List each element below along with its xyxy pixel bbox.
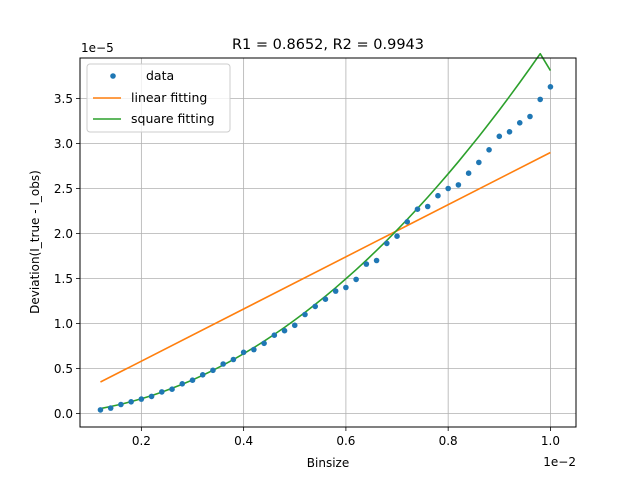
data-point: [251, 346, 257, 353]
data-point: [291, 322, 298, 329]
data-point: [332, 288, 339, 294]
y-tick-label: 2.5: [54, 182, 73, 196]
y-tick-label: 1.5: [54, 272, 73, 286]
legend-box: [86, 63, 231, 133]
data-point: [506, 129, 513, 135]
y-offset-label: 1e−5: [81, 41, 114, 55]
data-point: [281, 327, 288, 334]
grid-layer: [80, 58, 576, 427]
data-point: [179, 381, 186, 387]
tick-layer: 0.2 0.4 0.6 0.8 1.0 0.0 0.5 1.0 1.5 2.0 2.5 3.0 3.5: [54, 92, 560, 448]
data-point: [312, 303, 319, 310]
data-point: [384, 240, 390, 247]
data-point: [97, 407, 104, 413]
data-point: [455, 182, 462, 188]
data-point: [271, 332, 278, 339]
data-point: [465, 170, 472, 176]
data-point: [527, 113, 533, 120]
legend-marker-data: [110, 73, 116, 79]
data-point: [516, 120, 523, 126]
data-point: [343, 284, 349, 291]
data-point: [322, 296, 329, 303]
data-point: [353, 276, 359, 283]
data-point: [159, 389, 165, 395]
y-tick-label: 3.0: [54, 137, 73, 151]
data-point: [445, 185, 451, 192]
y-axis-title: Deviation(I_true - I_obs): [28, 170, 42, 314]
legend: data linear fitting square fitting: [86, 63, 231, 133]
data-point: [107, 405, 114, 411]
data-point: [189, 377, 196, 384]
y-tick-label: 0.5: [54, 362, 73, 376]
data-point: [537, 96, 544, 103]
data-point: [261, 340, 267, 347]
y-tick-label: 1.0: [54, 317, 73, 331]
data-point: [496, 133, 503, 140]
data-point: [240, 349, 247, 356]
y-tick-label: 2.0: [54, 227, 73, 241]
data-point: [220, 361, 226, 367]
series-line-linear-fitting: [100, 151, 551, 383]
data-point: [363, 261, 370, 267]
data-point: [486, 147, 492, 153]
data-point: [169, 386, 175, 393]
data-point: [547, 84, 554, 90]
plot-frame: [79, 57, 577, 428]
data-point: [414, 206, 421, 212]
series-line-square-fitting: [100, 52, 552, 410]
data-point: [230, 356, 237, 363]
data-point: [476, 159, 482, 166]
x-tick-label: 0.2: [132, 434, 151, 448]
data-point: [128, 399, 134, 405]
y-tick-label: 3.5: [54, 92, 73, 106]
data-point: [373, 257, 380, 264]
data-point: [118, 401, 124, 408]
x-tick-label: 1.0: [541, 434, 560, 448]
x-tick-label: 0.8: [439, 434, 458, 448]
x-tick-label: 0.4: [234, 434, 253, 448]
data-point: [210, 367, 216, 374]
y-tick-label: 0.0: [54, 407, 73, 421]
data-point: [394, 233, 400, 239]
x-tick-label: 0.6: [336, 434, 355, 448]
data-point: [148, 393, 155, 400]
data-point: [435, 192, 441, 199]
data-point: [404, 219, 411, 225]
chart-title: R1 = 0.8652, R2 = 0.9943: [232, 37, 424, 53]
data-point: [138, 396, 145, 402]
legend-label-square: square fitting: [131, 111, 215, 126]
series-layer: [97, 52, 554, 413]
data-point: [302, 311, 308, 318]
x-axis-title: Binsize: [307, 456, 349, 470]
legend-label-linear: linear fitting: [131, 90, 207, 105]
data-point: [424, 203, 431, 210]
x-offset-label: 1e−2: [543, 455, 576, 469]
legend-label-data: data: [146, 68, 174, 83]
data-point: [199, 372, 206, 378]
